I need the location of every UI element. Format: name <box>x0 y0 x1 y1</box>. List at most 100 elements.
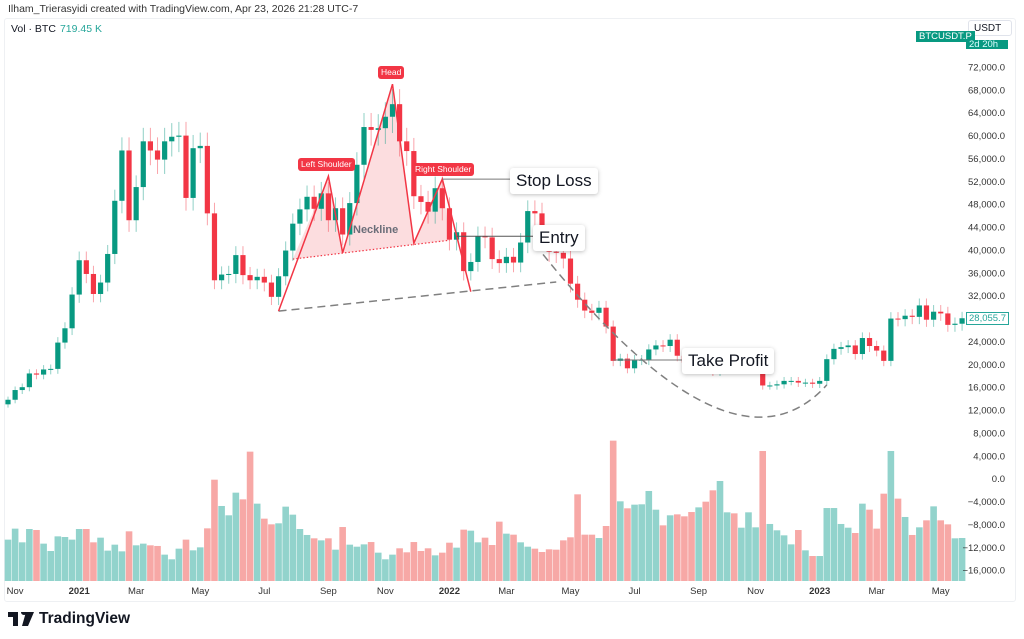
tradingview-logo[interactable]: TradingView <box>8 610 130 628</box>
volume-bar <box>417 550 425 581</box>
price-tick-label: 68,000.0 <box>968 85 1005 96</box>
price-tick-label: 12,000.0 <box>968 406 1005 417</box>
volume-bar <box>61 537 69 581</box>
volume-bar <box>446 542 453 581</box>
volume-bar <box>617 501 624 581</box>
chart-panel[interactable] <box>4 18 1016 602</box>
volume-bar <box>11 528 19 581</box>
time-tick-label: Nov <box>377 586 394 597</box>
volume-bar <box>560 540 567 581</box>
volume-bar <box>268 524 275 581</box>
right-shoulder-label[interactable]: Right Shoulder <box>412 163 475 176</box>
volume-bar <box>246 451 254 581</box>
candle-body <box>624 358 631 369</box>
candle-body <box>226 273 232 275</box>
volume-bar <box>481 537 489 581</box>
candle-body <box>909 315 915 317</box>
volume-bar <box>104 550 111 581</box>
volume-bar <box>111 544 119 581</box>
candle-body <box>667 339 673 347</box>
volume-bar <box>460 529 467 581</box>
candle-body <box>105 253 111 283</box>
candle-body <box>788 380 794 382</box>
candle-body <box>475 236 481 262</box>
volume-bar <box>588 534 596 581</box>
price-tick-label: −16,000.0 <box>962 566 1005 577</box>
volume-bar <box>930 506 937 581</box>
candle-body <box>646 349 652 360</box>
volume-bar <box>538 552 546 581</box>
candle-body <box>361 127 367 165</box>
volume-bar <box>211 479 218 581</box>
volume-bar <box>901 516 909 581</box>
volume-bar <box>132 545 140 581</box>
candle-body <box>496 259 502 264</box>
volume-bar <box>346 544 354 581</box>
price-tick-label: 16,000.0 <box>968 383 1005 394</box>
volume-bar <box>659 525 667 581</box>
volume-bar <box>631 504 638 581</box>
volume-bar <box>823 508 831 581</box>
volume-bar <box>602 526 610 581</box>
volume-bar <box>18 542 26 581</box>
candle-body <box>610 326 616 361</box>
candle-body <box>489 237 495 260</box>
volume-bar <box>317 540 325 581</box>
time-axis: Nov 2021 Mar May Jul Sep Nov 2022 Mar May Jul Sep No… <box>7 586 950 597</box>
candle-body <box>404 141 410 152</box>
volume-bar <box>730 513 738 581</box>
candle-body <box>859 338 865 355</box>
volume-legend-label: Vol · BTC <box>11 23 56 35</box>
candle-body <box>589 310 595 313</box>
symbol-tag: BTCUSDT.P <box>916 31 975 42</box>
currency-button[interactable]: USDT <box>968 20 1012 36</box>
candle-body <box>340 208 346 235</box>
candle-body <box>219 274 225 281</box>
volume-bar <box>54 536 62 581</box>
candle-body <box>802 382 809 384</box>
candle-body <box>354 164 360 204</box>
volume-bar <box>958 537 966 581</box>
candle-body <box>62 328 68 343</box>
candles <box>5 89 965 408</box>
head-label[interactable]: Head <box>378 66 405 79</box>
take-profit-label[interactable]: Take Profit <box>682 348 775 374</box>
last-price-tag: 28,055.7 <box>966 312 1009 325</box>
candle-body <box>126 150 132 221</box>
entry-label[interactable]: Entry <box>533 225 585 251</box>
candle-body <box>553 251 559 253</box>
time-tick-label: Mar <box>498 586 514 597</box>
price-tick-label: 60,000.0 <box>968 131 1005 142</box>
left-shoulder-label[interactable]: Left Shoulder <box>298 158 355 171</box>
candle-body <box>55 342 61 369</box>
candle-body <box>12 390 18 400</box>
candle-body <box>446 208 453 240</box>
volume-bar <box>296 528 304 581</box>
candle-body <box>325 193 331 221</box>
candle-body <box>147 141 153 151</box>
volume-bar <box>118 551 126 581</box>
candle-body <box>525 211 531 243</box>
chart-credit: Ilham_Trierasyidi created with TradingVi… <box>8 3 359 15</box>
volume-bar <box>830 508 838 581</box>
volume-legend[interactable]: Vol · BTC 719.45 K <box>11 23 102 35</box>
candle-body <box>33 373 40 375</box>
trade-lines <box>277 83 828 418</box>
volume-bar <box>33 530 40 581</box>
stop-loss-label[interactable]: Stop Loss <box>510 168 598 194</box>
price-tick-label: 8,000.0 <box>973 428 1005 439</box>
neckline-label[interactable]: Neckline <box>353 224 399 236</box>
volume-bar <box>289 514 297 581</box>
price-tick-label: −12,000.0 <box>962 543 1005 554</box>
volume-bar <box>382 559 389 581</box>
volume-bar <box>510 534 517 581</box>
volume-bar <box>723 512 731 581</box>
candle-body <box>503 256 509 264</box>
volume-bar <box>937 520 945 581</box>
volume-bar <box>139 543 147 581</box>
target-arc <box>534 243 828 418</box>
volume-bar <box>410 542 418 581</box>
volume-bar <box>816 556 823 581</box>
candle-body <box>233 255 239 274</box>
